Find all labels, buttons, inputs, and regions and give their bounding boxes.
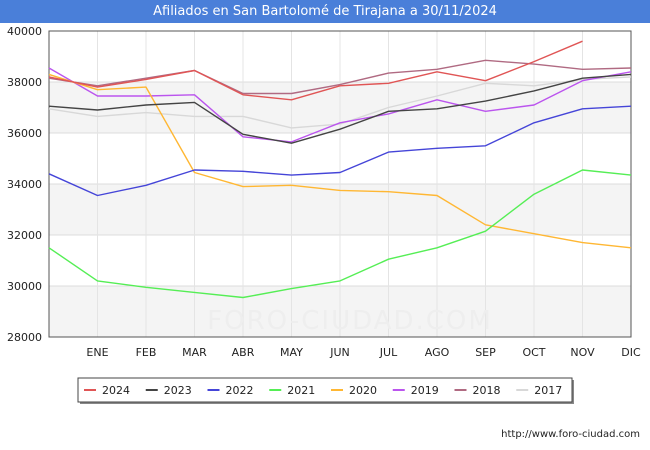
legend-label-2022: 2022 <box>226 384 254 397</box>
line-chart: FORO-CIUDAD.COM 28000 30000 32000 34000 36000… <box>7 25 641 404</box>
series-line-2023 <box>48 73 632 144</box>
x-tick-label: DIC <box>621 346 641 359</box>
series-line-2018 <box>48 59 632 95</box>
series-line-2022 <box>48 105 632 197</box>
x-tick-label: SEP <box>475 346 496 359</box>
x-tick-label: MAY <box>280 346 303 359</box>
series-line-2017 <box>48 76 632 129</box>
legend-label-2017: 2017 <box>534 384 562 397</box>
x-tick-label: FEB <box>136 346 157 359</box>
legend-label-2023: 2023 <box>164 384 192 397</box>
legend-label-2020: 2020 <box>349 384 377 397</box>
x-tick-label: ENE <box>86 346 108 359</box>
series-line-2021 <box>48 169 632 299</box>
source-url: http://www.foro-ciudad.com <box>501 429 640 440</box>
x-tick-label: ABR <box>232 346 255 359</box>
series-line-2020 <box>48 73 632 249</box>
y-tick-label: 32000 <box>7 229 42 242</box>
y-tick-label: 34000 <box>7 178 42 191</box>
legend-box <box>77 377 573 403</box>
y-tick-label: 40000 <box>7 25 42 38</box>
x-tick-label: NOV <box>570 346 595 359</box>
plot-frame <box>48 30 632 338</box>
x-tick-label: OCT <box>522 346 545 359</box>
x-tick-label: JUN <box>329 346 350 359</box>
legend-label-2018: 2018 <box>473 384 501 397</box>
watermark: FORO-CIUDAD.COM <box>207 306 493 336</box>
series-line-2019 <box>48 67 632 143</box>
series-line-2024 <box>48 40 583 101</box>
y-tick-label: 38000 <box>7 76 42 89</box>
x-tick-label: JUL <box>379 346 398 359</box>
legend-label-2024: 2024 <box>102 384 130 397</box>
chart-title: Afiliados en San Bartolomé de Tirajana a… <box>0 0 650 23</box>
y-tick-label: 36000 <box>7 127 42 140</box>
y-tick-label: 28000 <box>7 331 42 344</box>
x-tick-label: AGO <box>425 346 450 359</box>
legend-label-2019: 2019 <box>411 384 439 397</box>
y-tick-label: 30000 <box>7 280 42 293</box>
x-tick-label: MAR <box>182 346 207 359</box>
legend-label-2021: 2021 <box>287 384 315 397</box>
